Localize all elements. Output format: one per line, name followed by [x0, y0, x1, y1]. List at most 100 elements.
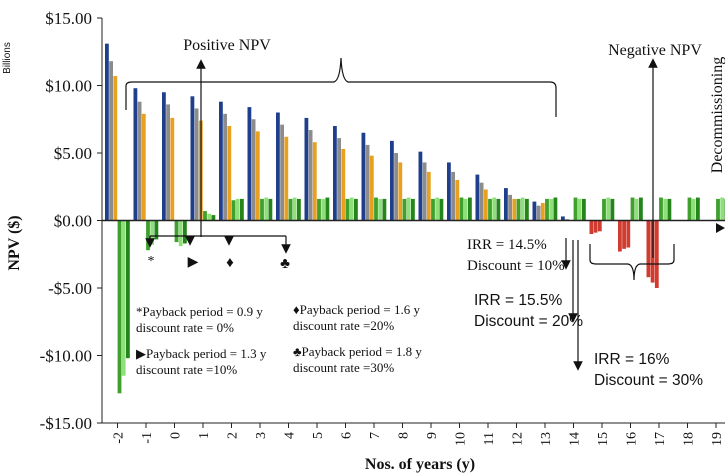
bar-10-s4 — [463, 198, 468, 221]
bar--2-s2 — [113, 76, 118, 221]
x-tick-label: 17 — [653, 432, 668, 446]
bar-8-s0 — [390, 140, 394, 221]
bar-16-s4 — [634, 198, 639, 221]
bar-6-s3 — [345, 198, 350, 221]
bar-3-s0 — [247, 107, 252, 221]
bar-11-s3 — [488, 198, 492, 221]
bar-11-s0 — [475, 174, 480, 221]
x-tick-label: 6 — [340, 432, 355, 439]
bar-2-s3 — [231, 200, 236, 221]
irr-line1: IRR = 14.5% — [467, 237, 547, 253]
payback-line2: discount rate =10% — [136, 362, 237, 377]
bar-17-s0 — [646, 220, 651, 278]
x-tick-label: 14 — [568, 432, 583, 446]
bar-15-s1 — [593, 220, 598, 233]
bar-1-s5 — [211, 215, 216, 221]
bar-19-s4 — [720, 197, 725, 221]
bar-9-s2 — [426, 171, 431, 221]
irr-line2: Discount = 10% — [467, 258, 565, 274]
bar-8-s1 — [394, 153, 398, 221]
bar-10-s0 — [447, 162, 451, 221]
bar-17-s4 — [663, 198, 668, 221]
bar-4-s1 — [280, 124, 284, 221]
bar-14-s3 — [573, 197, 578, 221]
x-tick-label: 18 — [682, 432, 697, 446]
bar-18-s5 — [696, 197, 700, 221]
bar-16-s1 — [622, 220, 626, 249]
bar-12-s0 — [504, 188, 508, 221]
bar-6-s4 — [349, 197, 354, 221]
x-tick-label: 9 — [425, 432, 440, 439]
bar-14-s5 — [582, 198, 586, 221]
bar-1-s0 — [190, 96, 195, 221]
bar-10-s3 — [459, 197, 464, 221]
decommissioning-arrowhead — [716, 223, 725, 233]
bar--1-s4 — [150, 220, 155, 245]
bar-4-s4 — [292, 197, 297, 221]
bar--1-s1 — [137, 101, 142, 221]
x-axis-title: Nos. of years (y) — [365, 456, 475, 473]
y-axis-unit: Billions — [2, 42, 13, 74]
bar-13-s2 — [540, 202, 545, 221]
bar-8-s2 — [398, 162, 403, 221]
bar-15-s2 — [597, 220, 602, 232]
bar-9-s5 — [439, 198, 444, 221]
bar-0-s1 — [166, 104, 170, 221]
y-tick-label: $5.00 — [54, 144, 92, 163]
irr-line1: IRR = 16% — [594, 351, 670, 368]
bar-10-s5 — [468, 197, 472, 221]
bar-6-s5 — [354, 198, 358, 221]
bar-11-s5 — [496, 198, 501, 221]
negative-brace — [589, 244, 675, 281]
bar--1-s5 — [154, 220, 159, 240]
bar-6-s0 — [333, 126, 337, 221]
positive-npv-label: Positive NPV — [183, 37, 271, 54]
bar-3-s2 — [255, 131, 260, 221]
bar-18-s4 — [691, 198, 696, 221]
y-tick-label: -$15.00 — [40, 414, 92, 433]
x-tick-label: 0 — [169, 432, 184, 439]
bar-16-s3 — [630, 197, 635, 221]
bar-12-s2 — [512, 198, 517, 221]
bar-10-s1 — [451, 171, 455, 221]
bar--2-s1 — [109, 61, 113, 221]
decommissioning-label: Decommissioning — [709, 57, 725, 173]
bar-1-s3 — [203, 211, 207, 221]
payback-line2: discount rate =30% — [293, 360, 394, 375]
y-tick-label: -$10.00 — [40, 347, 92, 366]
bar--1-s3 — [146, 220, 150, 251]
payback-line1: ♣Payback period = 1.8 y — [293, 344, 422, 359]
bar-16-s5 — [639, 197, 643, 221]
bar--2-s4 — [121, 220, 126, 376]
payback-line1: ▶Payback period = 1.3 y — [136, 346, 267, 361]
bar-15-s3 — [602, 198, 606, 221]
x-tick-label: 1 — [197, 432, 212, 439]
bar-2-s1 — [223, 113, 227, 221]
bar-17-s2 — [654, 220, 659, 288]
bar-13-s1 — [536, 205, 541, 221]
bar--2-s0 — [105, 43, 109, 221]
bar-8-s5 — [411, 198, 415, 221]
bar-7-s5 — [382, 198, 387, 221]
x-tick-label: 10 — [454, 432, 469, 446]
bar-15-s5 — [610, 198, 615, 221]
bar-9-s1 — [422, 162, 427, 221]
bar-7-s4 — [378, 198, 383, 221]
bar-3-s3 — [260, 198, 264, 221]
x-tick-label: 11 — [482, 432, 497, 445]
bar--1-s2 — [141, 113, 146, 221]
bar-16-s2 — [626, 220, 631, 248]
bar-8-s4 — [406, 197, 411, 221]
bar-4-s2 — [284, 136, 289, 221]
negative-npv-label: Negative NPV — [608, 42, 702, 59]
bar-6-s1 — [337, 138, 341, 221]
payback-line1: *Payback period = 0.9 y — [136, 304, 263, 319]
bar-1-s4 — [207, 213, 212, 221]
bar-3-s5 — [268, 198, 273, 221]
x-tick-label: 2 — [226, 432, 241, 439]
bar-17-s3 — [659, 197, 663, 221]
bar-5-s1 — [308, 130, 313, 221]
bar-9-s0 — [418, 151, 423, 221]
y-tick-label: $10.00 — [45, 77, 92, 96]
bar-6-s2 — [341, 148, 346, 221]
